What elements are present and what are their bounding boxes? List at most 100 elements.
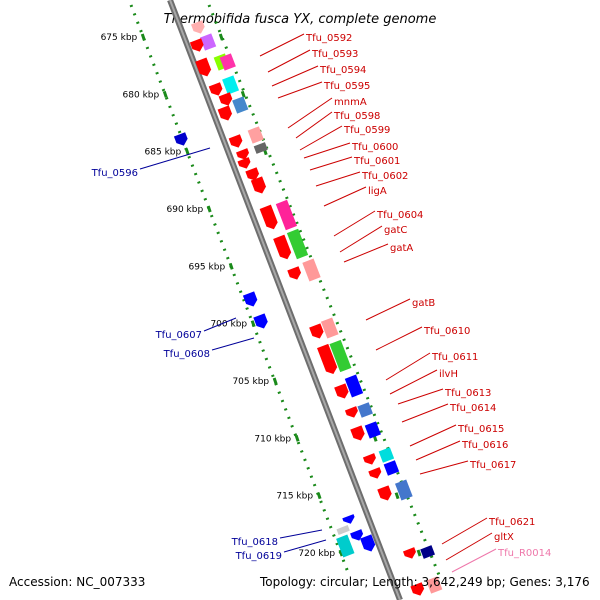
gene-label: ilvH: [439, 369, 458, 380]
scale-label: 705 kbp: [232, 377, 269, 387]
gene-label: Tfu_0595: [323, 81, 370, 92]
gene-feature: [410, 582, 425, 596]
gene-feature: [426, 576, 443, 594]
gene-feature: [190, 20, 205, 34]
gene-label: gltX: [494, 532, 514, 543]
gene-label: Tfu_0615: [457, 424, 504, 435]
callout-line: [315, 171, 361, 187]
gene-label: gatA: [390, 243, 413, 254]
scale-label: 690 kbp: [167, 205, 204, 215]
gene-label: Tfu_0621: [488, 517, 535, 528]
gene-feature: [273, 234, 292, 260]
gene-feature: [253, 142, 268, 154]
callout-line: [211, 337, 255, 351]
gene-feature: [250, 176, 266, 194]
gene-feature: [402, 547, 416, 559]
scale-tick-left: [162, 90, 168, 98]
callout-line: [401, 403, 449, 423]
callout-line: [277, 81, 323, 99]
scale-label: 700 kbp: [210, 320, 247, 330]
gene-feature: [336, 534, 355, 558]
gene-feature: [350, 529, 364, 541]
left-dotted-track: [129, 4, 351, 576]
gene-label: Tfu_0608: [163, 349, 210, 360]
scale-tick-left: [206, 205, 212, 213]
gene-label: Tfu_0618: [231, 537, 278, 548]
gene-feature: [218, 92, 233, 106]
gene-label: Tfu_0599: [343, 125, 390, 136]
callout-line: [299, 125, 343, 151]
gene-label: Tfu_0607: [155, 330, 202, 341]
callout-line: [287, 97, 333, 129]
callout-line: [415, 440, 461, 461]
callout-line: [309, 156, 353, 171]
gene-feature: [189, 38, 204, 52]
scale-tick-left: [338, 549, 344, 557]
gene-feature: [342, 514, 355, 524]
gene-label: gatC: [384, 225, 407, 236]
gene-feature: [219, 53, 236, 71]
scale-tick-left: [228, 262, 234, 270]
accession-text: Accession: NC_007333: [9, 575, 146, 589]
gene-feature: [378, 447, 395, 463]
callout-line: [397, 388, 444, 405]
scale-label: 720 kbp: [298, 549, 335, 559]
gene-label: Tfu_0616: [461, 440, 508, 451]
gene-label: Tfu_0600: [351, 142, 398, 153]
callout-line: [267, 49, 311, 73]
callout-line: [375, 326, 423, 351]
gene-feature: [232, 96, 249, 114]
gene-label: mnmA: [334, 97, 367, 108]
gene-label: Tfu_0598: [333, 111, 380, 122]
gene-label: Tfu_0592: [305, 33, 352, 44]
callout-line: [389, 369, 438, 395]
scale-label: 680 kbp: [123, 90, 160, 100]
gene-feature: [383, 460, 400, 476]
callout-line: [365, 298, 411, 321]
callout-line: [279, 529, 323, 539]
gene-feature: [360, 534, 376, 552]
gene-feature: [253, 313, 268, 329]
callout-line: [451, 548, 497, 573]
callout-line: [409, 424, 457, 447]
callout-line: [441, 517, 488, 545]
gene-feature: [287, 266, 301, 280]
gene-feature: [395, 479, 413, 501]
callout-line: [343, 243, 389, 263]
scale-tick-left: [294, 434, 300, 442]
gene-feature: [334, 383, 349, 399]
scale-tick-left: [272, 377, 278, 385]
gene-label: ligA: [368, 186, 387, 197]
gene-label: Tfu_0596: [91, 168, 138, 179]
gene-feature: [286, 228, 309, 260]
gene-label: Tfu_0619: [235, 551, 282, 562]
scale-tick-left: [140, 33, 146, 41]
genome-summary-text: Topology: circular; Length: 3,642,249 bp…: [260, 575, 590, 589]
callout-line: [259, 33, 305, 57]
scale-tick-left: [316, 492, 322, 500]
gene-label: Tfu_0617: [469, 460, 516, 471]
gene-callouts: Tfu_0592 Tfu_0593 Tfu_0594 Tfu_0595 mnmA Tfu_…: [91, 33, 551, 573]
gene-feature: [245, 167, 260, 181]
gene-features: [173, 20, 443, 596]
gene-feature: [208, 82, 223, 96]
right-track-line: [207, 4, 441, 576]
callout-line: [419, 460, 469, 475]
gene-feature: [344, 374, 364, 398]
gene-feature: [228, 134, 243, 148]
gene-feature: [420, 545, 435, 559]
genome-backbone-highlight: [169, 0, 401, 600]
gene-feature: [329, 339, 352, 373]
gene-label: Tfu_0604: [376, 210, 423, 221]
scale-tick-left: [184, 148, 190, 156]
gene-feature: [344, 406, 358, 418]
gene-feature: [362, 453, 376, 465]
gene-feature: [275, 199, 298, 231]
gene-label: Tfu_0601: [353, 156, 400, 167]
gene-feature: [364, 421, 381, 439]
scale-label: 715 kbp: [276, 492, 313, 502]
scale-label: 710 kbp: [254, 434, 291, 444]
gene-label: Tfu_0593: [311, 49, 358, 60]
scale-label: 695 kbp: [188, 262, 225, 272]
gene-feature: [199, 33, 217, 51]
